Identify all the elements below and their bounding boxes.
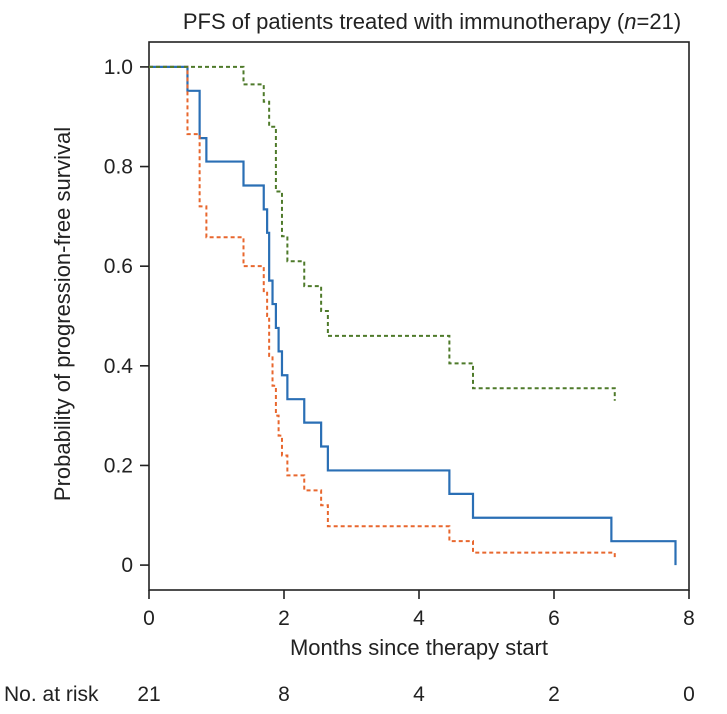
y-axis-label: Probability of progression-free survival <box>50 127 75 501</box>
risk-count: 0 <box>683 683 695 706</box>
x-axis-label: Months since therapy start <box>290 635 548 660</box>
y-tick-label: 1.0 <box>104 56 133 79</box>
y-tick-label: 0 <box>121 554 133 577</box>
risk-count: 21 <box>137 683 160 706</box>
y-tick-label: 0.8 <box>104 156 133 179</box>
x-tick-label: 4 <box>413 607 425 630</box>
chart-title-n: n <box>624 9 636 34</box>
chart-title: PFS of patients treated with immunothera… <box>183 9 681 34</box>
chart-title-prefix: PFS of patients treated with immunothera… <box>183 9 625 34</box>
series-layer <box>149 65 677 566</box>
risk-count: 8 <box>278 683 290 706</box>
x-tick-label: 0 <box>143 607 155 630</box>
y-tick-label: 0.4 <box>104 355 134 378</box>
x-tick-label: 8 <box>683 607 695 630</box>
y-tick-label: 0.2 <box>104 454 133 477</box>
risk-table-label: No. at risk <box>4 683 99 706</box>
chart-title-suffix: =21) <box>637 9 682 34</box>
x-axis: 0 2 4 6 8 <box>143 590 695 630</box>
risk-count: 4 <box>413 683 425 706</box>
y-tick-label: 0.6 <box>104 255 133 278</box>
series-line-lower <box>149 65 616 561</box>
x-tick-label: 2 <box>278 607 290 630</box>
plot-frame <box>148 41 690 591</box>
risk-count: 2 <box>548 683 560 706</box>
y-axis: 0 0.2 0.4 0.6 0.8 1.0 <box>104 56 149 577</box>
series-line-upper <box>149 65 616 401</box>
x-tick-label: 6 <box>548 607 560 630</box>
risk-table-counts: 21 8 4 2 0 <box>137 683 695 706</box>
series-line-main <box>149 65 677 566</box>
